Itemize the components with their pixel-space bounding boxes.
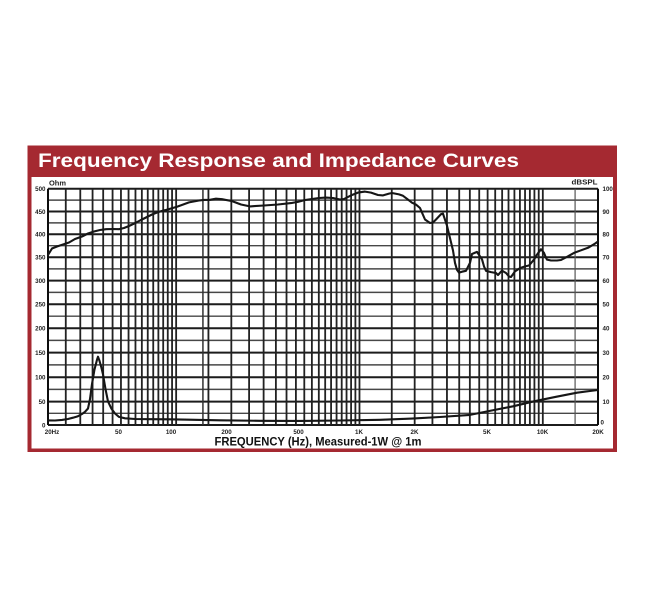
svg-text:450: 450 [35, 209, 46, 216]
svg-text:20Hz: 20Hz [45, 429, 59, 436]
svg-text:60: 60 [603, 278, 610, 285]
svg-text:250: 250 [35, 302, 46, 309]
svg-text:300: 300 [35, 278, 46, 285]
svg-text:Ohm: Ohm [49, 178, 66, 187]
svg-text:50: 50 [603, 302, 610, 309]
svg-text:50: 50 [39, 399, 46, 406]
svg-text:500: 500 [35, 186, 46, 193]
svg-text:20K: 20K [592, 429, 604, 436]
svg-text:50: 50 [115, 429, 122, 436]
svg-text:20: 20 [603, 375, 610, 382]
svg-text:350: 350 [35, 255, 46, 262]
svg-text:10K: 10K [537, 429, 549, 436]
svg-text:400: 400 [35, 232, 46, 239]
svg-text:Frequency Response and Impedan: Frequency Response and Impedance Curves [38, 150, 519, 172]
svg-text:2K: 2K [411, 429, 419, 436]
svg-text:100: 100 [603, 186, 614, 193]
svg-text:FREQUENCY (Hz), Measured-1W @: FREQUENCY (Hz), Measured-1W @ 1m [215, 435, 422, 449]
svg-text:500: 500 [293, 429, 304, 436]
svg-text:100: 100 [35, 375, 46, 382]
svg-text:70: 70 [603, 255, 610, 262]
svg-text:100: 100 [166, 429, 177, 436]
svg-text:1K: 1K [355, 429, 363, 436]
svg-text:dBSPL: dBSPL [572, 177, 599, 186]
svg-text:0: 0 [42, 422, 46, 429]
svg-text:80: 80 [603, 232, 610, 239]
svg-text:150: 150 [35, 350, 46, 357]
svg-text:40: 40 [603, 326, 610, 333]
svg-text:10: 10 [603, 399, 610, 406]
svg-text:0: 0 [601, 420, 605, 427]
svg-text:200: 200 [221, 429, 232, 436]
svg-text:30: 30 [603, 350, 610, 357]
svg-text:90: 90 [603, 209, 610, 216]
svg-text:200: 200 [35, 326, 46, 333]
svg-text:5K: 5K [483, 429, 491, 436]
